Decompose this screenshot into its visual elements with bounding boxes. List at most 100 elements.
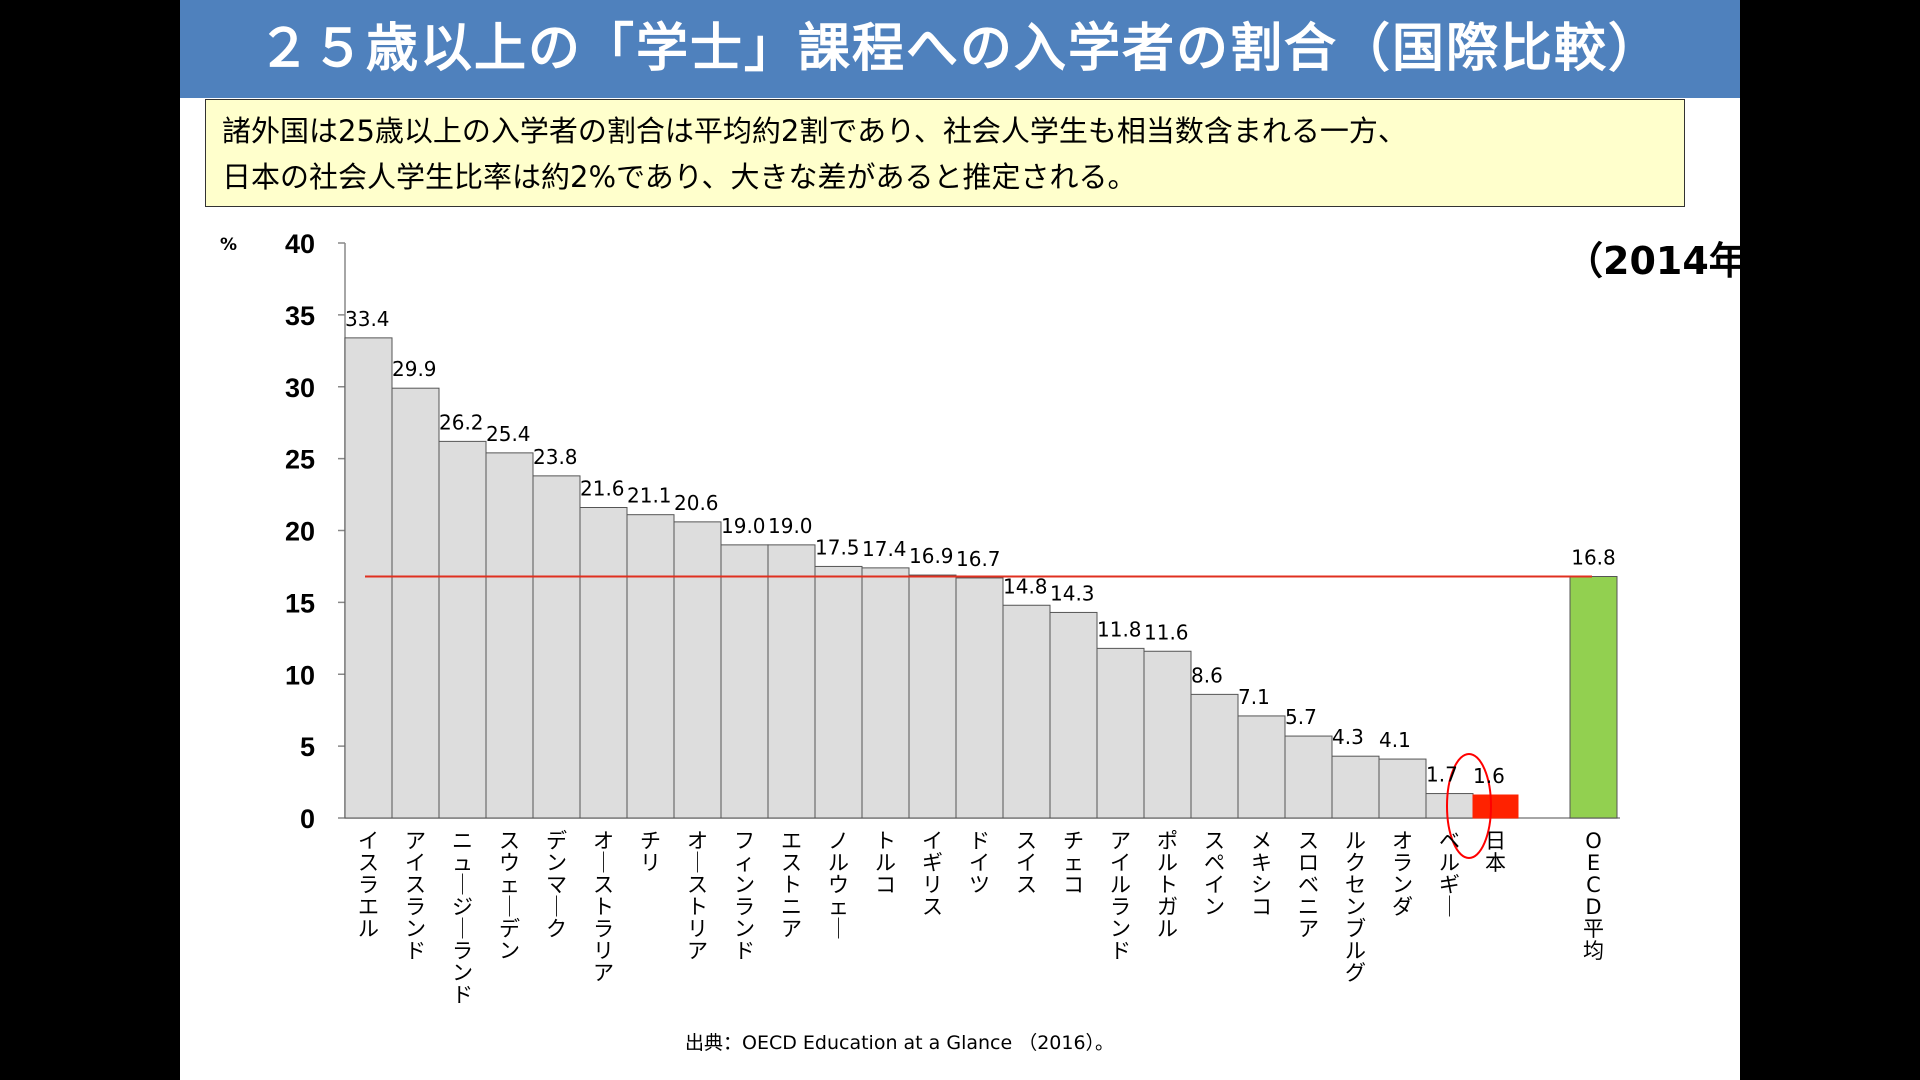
value-label: 7.1	[1238, 685, 1270, 709]
bar	[1049, 611, 1098, 819]
value-label: 16.9	[909, 544, 954, 568]
category-label: ノルウェ｜	[828, 829, 849, 941]
category-label: オ｜ストラリア	[593, 829, 614, 985]
bar	[626, 514, 675, 819]
value-label: 11.6	[1144, 620, 1189, 644]
bar	[485, 452, 534, 819]
y-tick-label: 15	[285, 588, 315, 618]
bar	[1425, 793, 1474, 819]
slide: ２５歳以上の「学士」課程への入学者の割合（国際比較） 諸外国は25歳以上の入学者…	[180, 0, 1740, 1080]
value-label: 33.4	[345, 307, 390, 331]
y-tick-label: 25	[285, 445, 315, 475]
category-label: アイスランド	[405, 829, 426, 963]
category-label: イスラエル	[358, 829, 379, 941]
category-label: 日本	[1485, 829, 1506, 875]
value-label: 11.8	[1097, 617, 1142, 641]
category-label: オ｜ストリア	[687, 829, 708, 963]
category-label: O E C D 平均	[1583, 829, 1604, 963]
value-label: 14.3	[1050, 581, 1095, 605]
bar	[1378, 758, 1427, 819]
value-label: 5.7	[1285, 705, 1317, 729]
year-label: （2014年）	[1565, 239, 1740, 283]
category-label: イギリス	[922, 829, 943, 919]
category-label: ポルトガル	[1157, 829, 1178, 941]
value-label: 14.8	[1003, 574, 1048, 598]
value-label: 20.6	[674, 491, 719, 515]
y-tick-label: 35	[285, 301, 315, 331]
y-tick-label: 10	[285, 660, 315, 690]
category-label: スイス	[1016, 829, 1037, 897]
y-tick-label: 40	[285, 229, 315, 259]
summary-line-2: 日本の社会人学生比率は約2%であり、大きな差があると推定される。	[222, 160, 1137, 194]
bar	[955, 577, 1004, 819]
category-label: オランダ	[1392, 829, 1413, 919]
title-bar	[180, 0, 1740, 98]
highlight-circle	[1446, 753, 1492, 859]
bars	[344, 337, 1618, 819]
bar	[1237, 715, 1286, 819]
category-labels: イスラエルアイスランドニュ｜ジ｜ランドスウェ｜デンデンマ｜クオ｜ストラリアチリオ…	[358, 829, 1604, 1007]
y-tick-label: 5	[300, 732, 315, 762]
value-label: 17.4	[862, 537, 907, 561]
bar	[1143, 650, 1192, 819]
summary-box: 諸外国は25歳以上の入学者の割合は平均約2割であり、社会人学生も相当数含まれる一…	[205, 99, 1685, 207]
value-label: 16.7	[956, 547, 1001, 571]
y-tick-label: 20	[285, 517, 315, 547]
bar	[438, 440, 487, 819]
category-label: ニュ｜ジ｜ランド	[452, 829, 473, 1007]
average-line-group	[365, 575, 1592, 859]
bar	[1096, 647, 1145, 819]
value-label: 4.1	[1379, 728, 1411, 752]
source-note: 出典：OECD Education at a Glance （2016）。	[685, 1032, 1115, 1054]
category-label: チリ	[640, 829, 661, 875]
bar	[908, 574, 957, 819]
bar	[767, 544, 816, 819]
category-label: トルコ	[875, 829, 896, 897]
category-label: アイルランド	[1110, 829, 1131, 963]
bar	[1190, 693, 1239, 819]
category-label: ドイツ	[969, 829, 990, 897]
bar	[673, 521, 722, 819]
y-axis-unit-label: %	[220, 235, 237, 255]
bar	[814, 565, 863, 819]
y-tick-label: 30	[285, 373, 315, 403]
bar	[1472, 794, 1519, 819]
bar	[344, 337, 393, 819]
category-label: スウェ｜デン	[499, 829, 520, 963]
bar	[1002, 604, 1051, 819]
value-label: 26.2	[439, 410, 484, 434]
bar	[391, 387, 440, 819]
value-label: 19.0	[721, 514, 766, 538]
summary-line-1: 諸外国は25歳以上の入学者の割合は平均約2割であり、社会人学生も相当数含まれる一…	[222, 114, 1407, 148]
category-label: エストニア	[781, 829, 802, 941]
category-label: フィンランド	[734, 829, 755, 963]
value-label: 21.6	[580, 477, 625, 501]
bar	[720, 544, 769, 819]
bar	[579, 507, 628, 819]
value-label: 4.3	[1332, 725, 1364, 749]
value-label: 19.0	[768, 514, 813, 538]
category-label: スペイン	[1204, 829, 1225, 919]
bar	[1569, 576, 1618, 819]
category-label: チェコ	[1063, 829, 1084, 897]
value-label: 17.5	[815, 535, 860, 559]
category-label: メキシコ	[1251, 829, 1272, 919]
value-label: 21.1	[627, 484, 672, 508]
bar	[861, 567, 910, 819]
bar	[532, 475, 581, 819]
value-label: 1.7	[1426, 763, 1458, 787]
bar	[1284, 735, 1333, 819]
value-label: 23.8	[533, 445, 578, 469]
category-label: ベルギ｜	[1439, 829, 1460, 919]
category-label: デンマ｜ク	[546, 829, 567, 941]
y-tick-label: 0	[300, 804, 315, 834]
category-label: スロベニア	[1298, 829, 1319, 941]
value-labels: 33.429.926.2 25.423.821.6 21.1 20.619.0 19.0…	[345, 307, 1616, 788]
value-label: 8.6	[1191, 663, 1223, 687]
value-label: 25.4	[486, 422, 531, 446]
category-label: ルクセンブルグ	[1345, 829, 1366, 985]
value-label: 1.6	[1473, 764, 1505, 788]
value-label: 16.8	[1571, 546, 1616, 570]
value-label: 29.9	[392, 357, 437, 381]
